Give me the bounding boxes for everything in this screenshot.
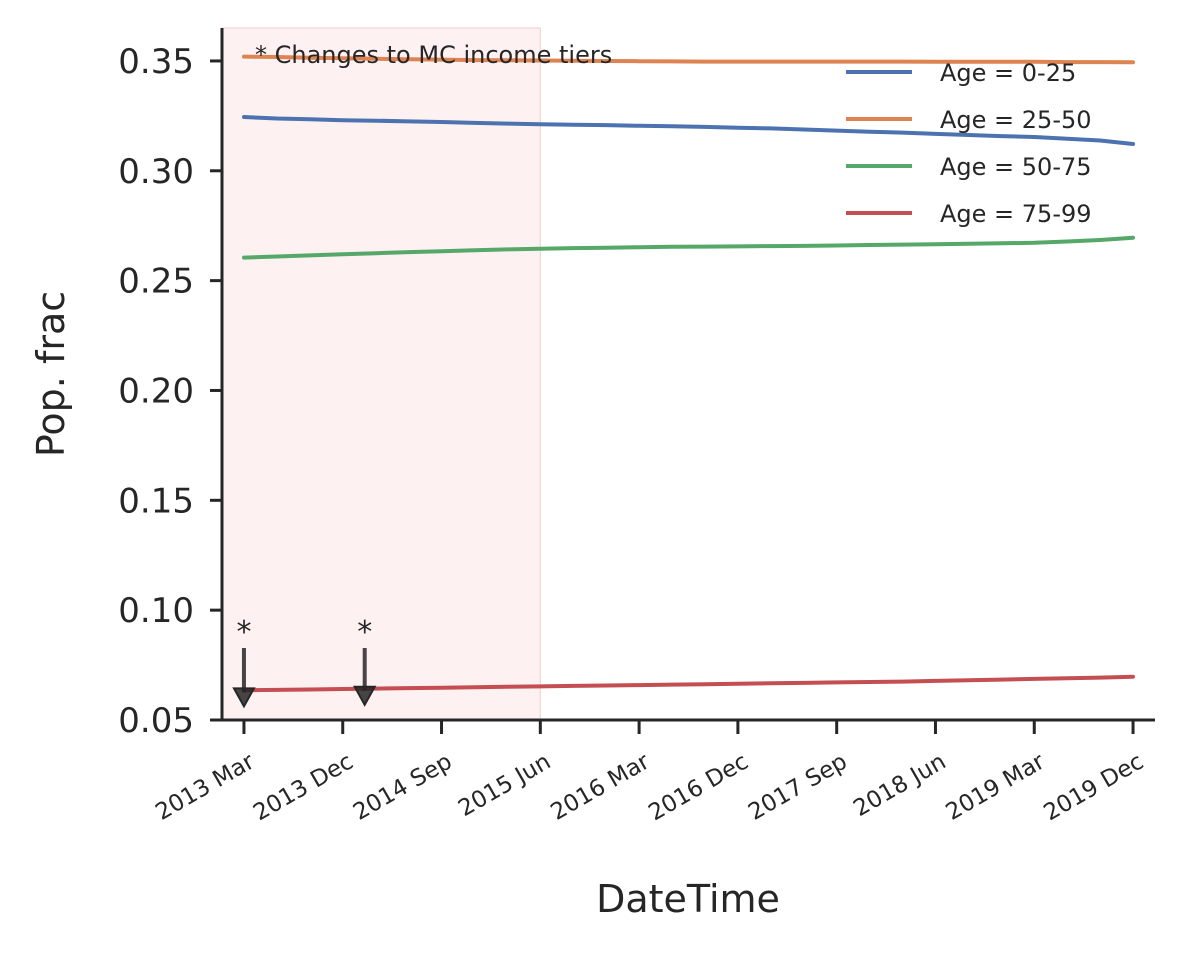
x-tick-label: 2016 Mar bbox=[546, 748, 654, 825]
annotation-arrows: * * bbox=[232, 615, 377, 709]
legend-label: Age = 50-75 bbox=[940, 153, 1092, 181]
x-tick-label: 2014 Sep bbox=[349, 749, 457, 826]
y-tick-label: 0.30 bbox=[118, 152, 194, 192]
x-tick-label: 2013 Mar bbox=[151, 748, 259, 825]
x-tick-label: 2019 Dec bbox=[1039, 749, 1148, 827]
x-tick-label: 2016 Dec bbox=[644, 749, 753, 827]
legend-label: Age = 0-25 bbox=[940, 59, 1076, 87]
axes bbox=[220, 28, 1155, 722]
y-tick-label: 0.15 bbox=[118, 481, 194, 521]
y-tick-label: 0.25 bbox=[118, 262, 194, 302]
shaded-region-rect bbox=[221, 27, 541, 721]
x-tick-label: 2015 Jun bbox=[454, 749, 555, 822]
y-tick-label: 0.05 bbox=[118, 701, 194, 741]
annotation-arrow-head bbox=[232, 687, 256, 709]
annotation-1: * bbox=[352, 615, 377, 707]
annotation-star: * bbox=[357, 615, 372, 650]
note-text: * Changes to MC income tiers bbox=[255, 41, 612, 69]
series-line-2 bbox=[242, 235, 1135, 260]
legend-item-0: Age = 0-25 bbox=[846, 59, 1076, 87]
legend-item-2: Age = 50-75 bbox=[846, 153, 1092, 181]
y-tick-label: 0.35 bbox=[118, 42, 194, 82]
series-line-0 bbox=[242, 115, 1135, 146]
x-tick-label: 2019 Mar bbox=[942, 748, 1050, 825]
x-tick-label: 2018 Jun bbox=[849, 749, 950, 822]
y-tick-label: 0.10 bbox=[118, 591, 194, 631]
shaded-region bbox=[221, 27, 541, 721]
annotation-arrow-head bbox=[352, 685, 377, 707]
legend: Age = 0-25 Age = 25-50 Age = 50-75 Age = 75… bbox=[846, 59, 1092, 228]
x-axis-label: DateTime bbox=[596, 877, 780, 921]
legend-item-1: Age = 25-50 bbox=[846, 106, 1092, 134]
y-axis-label: Pop. frac bbox=[29, 291, 73, 457]
series-line-3 bbox=[242, 674, 1135, 693]
x-tick-label: 2013 Dec bbox=[249, 749, 358, 827]
x-tick-label: 2017 Sep bbox=[744, 749, 852, 826]
legend-item-3: Age = 75-99 bbox=[846, 200, 1092, 228]
legend-label: Age = 25-50 bbox=[940, 106, 1092, 134]
y-tick-label: 0.20 bbox=[118, 371, 194, 411]
series-lines bbox=[242, 54, 1135, 693]
series-line-1 bbox=[242, 54, 1135, 65]
annotation-0: * bbox=[232, 615, 256, 709]
legend-label: Age = 75-99 bbox=[940, 200, 1092, 228]
y-axis-ticks: 0.05 0.10 0.15 0.20 0.25 0.30 0.35 bbox=[118, 42, 222, 741]
annotation-star: * bbox=[236, 615, 251, 650]
